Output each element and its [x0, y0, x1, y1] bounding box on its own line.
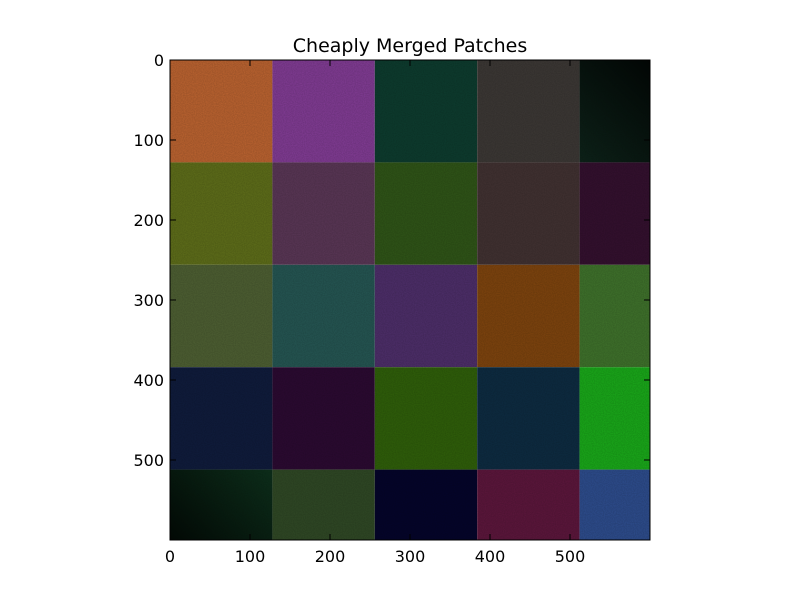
- x-tick-label: 400: [475, 547, 506, 566]
- x-tick-label: 300: [395, 547, 426, 566]
- x-tick-label: 100: [235, 547, 266, 566]
- y-tick-label: 400: [133, 371, 164, 390]
- noise-overlay: [170, 60, 650, 540]
- y-tick-label: 100: [133, 131, 164, 150]
- x-tick-label: 200: [315, 547, 346, 566]
- y-tick-label: 500: [133, 451, 164, 470]
- x-tick-label: 0: [165, 547, 175, 566]
- x-axis: 0 100 200 300 400 500: [165, 60, 585, 566]
- y-tick-label: 200: [133, 211, 164, 230]
- chart-title: Cheaply Merged Patches: [293, 35, 527, 57]
- x-tick-label: 500: [555, 547, 586, 566]
- y-axis: 0 100 200 300 400 500: [133, 51, 650, 470]
- y-tick-label: 0: [154, 51, 164, 70]
- y-tick-label: 300: [133, 291, 164, 310]
